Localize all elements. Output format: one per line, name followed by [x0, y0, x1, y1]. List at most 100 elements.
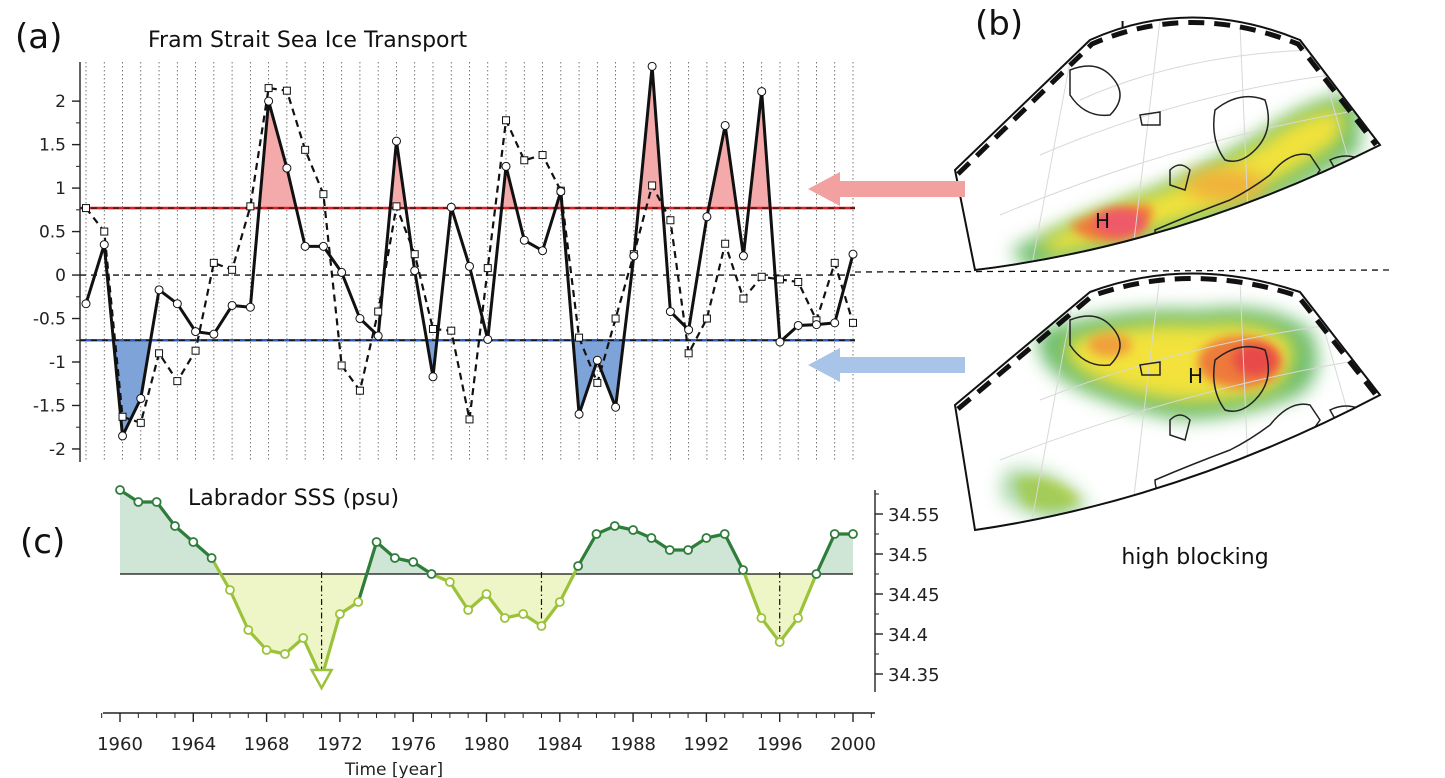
arrow-to-low-blocking	[808, 172, 965, 206]
dashed-series-point	[136, 418, 145, 427]
dashed-series-point	[520, 156, 529, 165]
solid-series-point	[446, 202, 456, 212]
panel-c-series	[115, 485, 858, 691]
solid-series-point	[647, 61, 657, 71]
sss-line-segment	[539, 600, 562, 628]
solid-series-point	[848, 249, 858, 259]
sss-point	[426, 569, 437, 579]
sss-point	[334, 609, 345, 619]
sss-point	[280, 649, 290, 659]
y-tick-label: -1.5	[33, 396, 66, 416]
sss-line-segment	[576, 532, 599, 568]
dashed-series-point	[593, 378, 602, 387]
y-tick-label: 1	[55, 179, 66, 199]
sss-line-segment	[796, 572, 818, 620]
solid-series-point	[391, 136, 401, 146]
sss-point	[170, 521, 180, 531]
solid-series-point	[355, 314, 365, 324]
solid-series-point	[830, 318, 840, 328]
panel-c-title: Labrador SSS (psu)	[188, 486, 399, 511]
panel-c-y-axis: 34.35 34.4 34.45 34.5 34.55	[874, 490, 940, 692]
map-high-blocking: H	[953, 272, 1382, 532]
sss-point	[389, 553, 400, 563]
sss-point	[719, 529, 730, 539]
sss-line-segment	[448, 580, 470, 612]
solid-series-point	[775, 337, 785, 347]
solid-series-point	[556, 187, 566, 197]
panel-c-minima-markers	[320, 572, 781, 678]
dashed-series-point	[246, 202, 255, 211]
solid-series-point	[720, 120, 730, 130]
panel-b-maps: (b) low blocking high blocking	[808, 4, 1391, 570]
solid-series-point	[757, 87, 767, 97]
sss-point	[811, 569, 822, 579]
sss-above-mean-fill	[816, 534, 853, 574]
sss-below-mean-fill	[744, 574, 817, 642]
solid-series-point	[538, 246, 548, 256]
sss-point	[371, 537, 382, 547]
sss-point	[481, 589, 492, 599]
dashed-series-point	[301, 145, 310, 154]
dashed-series-point	[739, 294, 748, 303]
panel-a-chart: (a) Fram Strait Sea Ice Transport -2 -1.5…	[15, 17, 858, 462]
dashed-series-point	[575, 333, 584, 342]
dashed-series-point	[173, 377, 182, 386]
solid-series-point	[428, 372, 438, 382]
solid-series-point	[118, 431, 128, 441]
sss-minimum-triangle	[309, 668, 334, 691]
x-tick-label: 1976	[390, 734, 436, 755]
solid-series-point	[501, 161, 511, 171]
sss-point	[499, 613, 510, 623]
panel-c-x-axis-label: Time [year]	[344, 760, 443, 778]
solid-series-point	[99, 240, 109, 250]
sss-point	[628, 525, 638, 535]
panel-c-area-fills	[120, 490, 853, 678]
dashed-series-point	[775, 275, 784, 284]
dashed-series-point	[410, 250, 419, 259]
sss-point	[774, 637, 785, 647]
solid-series-point	[611, 402, 621, 412]
sss-line-segment	[319, 612, 342, 680]
sss-line-segment	[759, 616, 782, 644]
solid-series-point	[245, 302, 255, 312]
sss-y-tick-label: 34.35	[888, 665, 940, 686]
x-tick-label: 2000	[830, 734, 876, 755]
dashed-series-point	[794, 278, 803, 286]
sss-y-tick-label: 34.4	[888, 625, 928, 646]
dashed-series-point	[392, 202, 401, 211]
sss-line-segment	[778, 616, 800, 644]
solid-series-point	[318, 241, 328, 251]
dashed-series-point	[447, 326, 456, 335]
solid-series-point	[191, 327, 201, 337]
solid-series-point	[410, 266, 420, 276]
dashed-series-point	[209, 258, 218, 267]
sss-line-segment	[814, 532, 837, 576]
sss-point	[793, 613, 803, 623]
solid-series-point	[154, 285, 164, 295]
panel-a-year-gridlines	[85, 62, 854, 462]
sss-point	[683, 545, 693, 555]
sss-point	[756, 613, 767, 623]
dashed-series-point	[830, 258, 839, 267]
solid-series-point	[793, 320, 803, 330]
dashed-series-point	[428, 324, 437, 333]
x-tick-label: 1972	[317, 734, 363, 755]
dashed-series-point	[374, 307, 383, 316]
sss-y-tick-label: 34.5	[888, 545, 928, 566]
panel-c-label: (c)	[20, 522, 65, 562]
x-tick-label: 1996	[757, 734, 803, 755]
y-tick-label: -2	[49, 440, 66, 460]
sss-point	[206, 553, 217, 563]
sss-line-segment	[228, 588, 250, 632]
solid-series-point	[337, 267, 347, 277]
solid-series-point	[811, 320, 821, 330]
sss-point	[738, 565, 748, 575]
dashed-series-point	[82, 204, 90, 213]
map-low-blocking: H	[953, 16, 1382, 272]
y-tick-label: 0	[55, 266, 66, 286]
panel-c-chart: (c) Labrador SSS (psu) 34.3534.434.4534.…	[20, 485, 940, 778]
sss-below-mean-fill	[220, 574, 367, 678]
sss-point	[573, 561, 584, 571]
sss-point	[701, 533, 712, 543]
dashed-series-point	[721, 239, 730, 248]
